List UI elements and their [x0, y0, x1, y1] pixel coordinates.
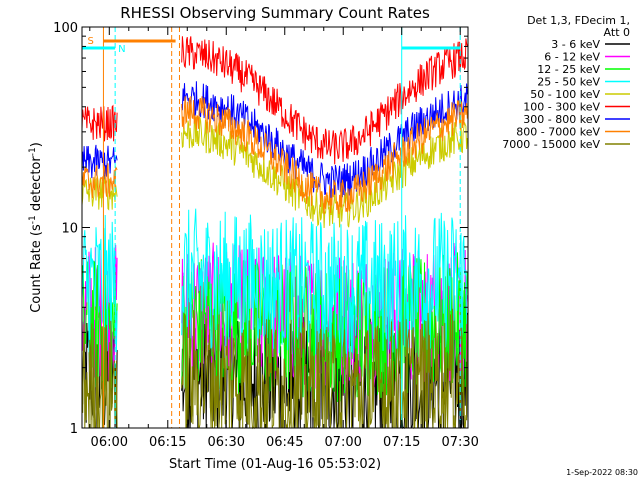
- legend-label-6: 300 - 800 keV: [523, 113, 600, 126]
- series-line-7: [81, 96, 468, 215]
- legend-header-1: Att 0: [604, 26, 630, 39]
- legend-label-4: 50 - 100 keV: [530, 88, 600, 101]
- x-tick-label-0: 06:00: [91, 435, 128, 450]
- saa-label: S: [87, 36, 93, 47]
- x-tick-label-2: 06:30: [208, 435, 245, 450]
- x-tick-label-3: 06:45: [266, 435, 303, 450]
- x-tick-label-6: 07:30: [441, 435, 478, 450]
- y-axis-label: Count Rate (s-1 detector-1): [28, 142, 44, 313]
- legend-label-7: 800 - 7000 keV: [516, 126, 600, 139]
- plot-area: [81, 27, 468, 430]
- x-axis-label: Start Time (01-Aug-16 05:53:02): [169, 457, 381, 472]
- night-label-0: N: [118, 44, 125, 55]
- x-tick-label-1: 06:15: [149, 435, 186, 450]
- chart-text: S N 06:00 06:15 06:30 06:45 07:00 07:15 07:30 1 10…: [28, 4, 638, 477]
- legend-label-3: 25 - 50 keV: [537, 76, 600, 89]
- chart-title: RHESSI Observing Summary Count Rates: [120, 4, 430, 22]
- series-line-5: [81, 36, 468, 165]
- y-tick-label-0: 1: [70, 422, 78, 437]
- y-tick-label-1: 10: [61, 222, 78, 237]
- timestamp-stamp: 1-Sep-2022 08:30: [566, 468, 638, 477]
- legend-label-1: 6 - 12 keV: [544, 51, 600, 64]
- x-tick-label-5: 07:15: [383, 435, 420, 450]
- legend-label-8: 7000 - 15000 keV: [502, 138, 600, 151]
- legend-label-0: 3 - 6 keV: [551, 38, 600, 51]
- x-tick-label-4: 07:00: [324, 435, 361, 450]
- legend-label-5: 100 - 300 keV: [523, 101, 600, 114]
- legend-header-0: Det 1,3, FDecim 1,: [527, 14, 630, 27]
- plot-frame: [81, 26, 469, 429]
- series-line-4: [81, 116, 468, 229]
- legend-label-2: 12 - 25 keV: [537, 63, 600, 76]
- y-tick-label-2: 100: [53, 21, 78, 36]
